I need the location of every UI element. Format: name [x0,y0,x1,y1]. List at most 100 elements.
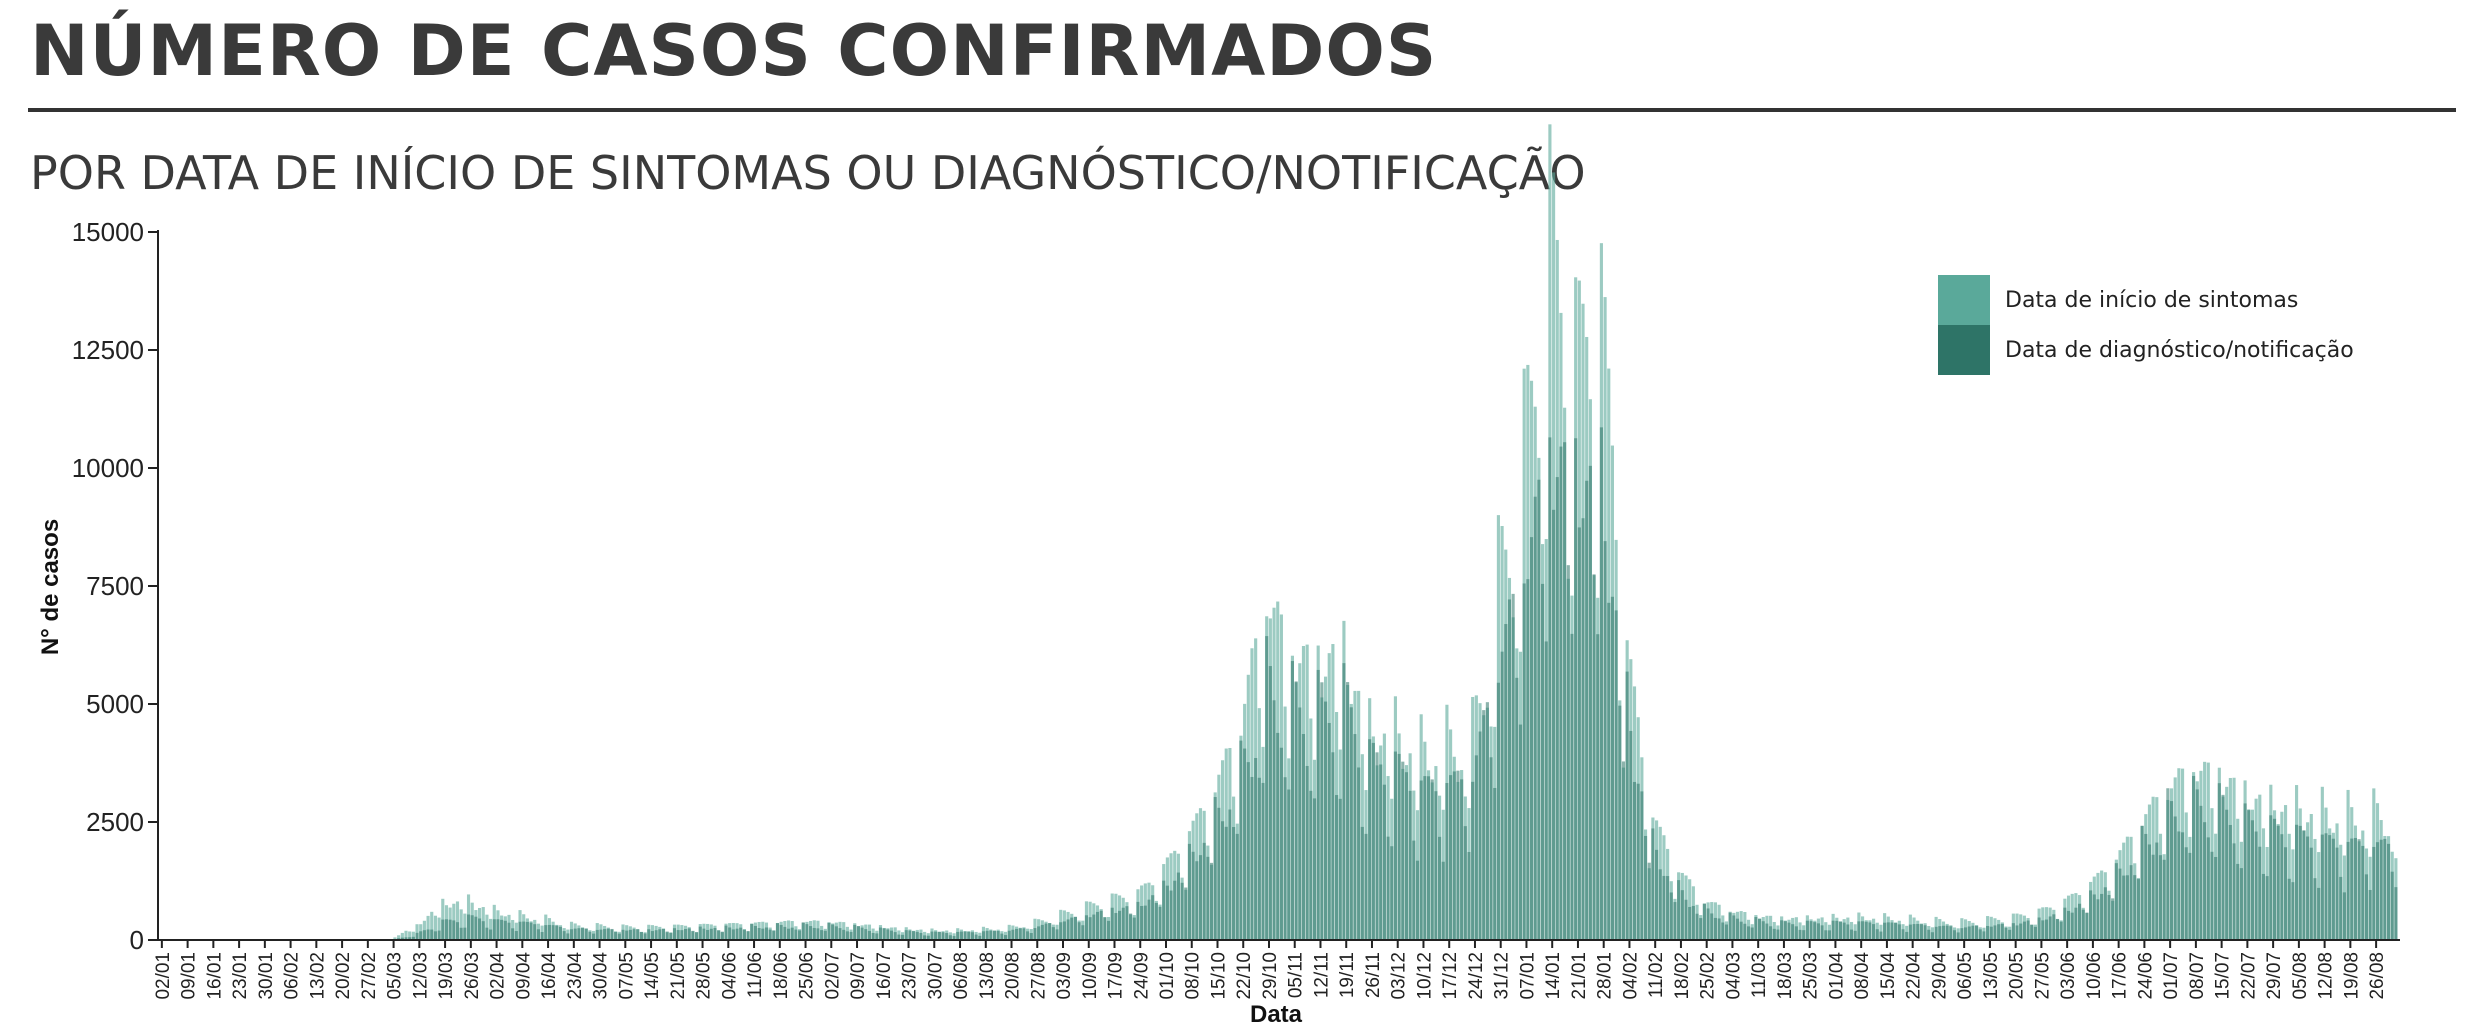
diagnostico-bar [584,928,588,940]
x-tick-label: 25/03 [1801,952,1822,1000]
y-tick-label: 7500 [86,571,144,601]
diagnostico-bar [2298,825,2302,940]
diagnostico-bar [1419,780,1423,940]
diagnostico-bar [1327,722,1331,940]
diagnostico-bar [1309,790,1313,940]
diagnostico-bar [889,930,894,940]
diagnostico-bar [698,926,702,940]
diagnostico-bar [1706,908,1710,940]
diagnostico-bar [1195,861,1199,940]
x-tick-label: 03/09 [1054,952,1075,1000]
diagnostico-bar [1680,890,1684,940]
diagnostico-bar [1496,682,1500,940]
x-tick-label: 23/04 [565,952,586,1000]
x-tick-label: 07/05 [616,952,637,1000]
diagnostico-bar [831,924,835,940]
diagnostico-bar [1092,914,1096,940]
diagnostico-bar [1905,931,1909,940]
diagnostico-bar [1522,583,1526,940]
diagnostico-bar [1489,757,1493,940]
diagnostico-bar [1471,781,1475,940]
y-tick-label: 15000 [72,217,144,247]
diagnostico-bar [1426,776,1431,940]
diagnostico-bar [1952,930,1957,940]
diagnostico-bar [1272,700,1276,940]
diagnostico-bar [1482,710,1486,940]
diagnostico-bar [952,936,956,940]
diagnostico-bar [1555,477,1559,940]
diagnostico-bar [1007,930,1011,940]
diagnostico-bar [2361,845,2365,940]
diagnostico-bar [2180,832,2185,940]
diagnostico-bar [1265,636,1269,940]
diagnostico-bar [1353,734,1357,940]
diagnostico-bar [827,922,831,940]
diagnostico-bar [2247,810,2251,940]
legend-swatch-diagnostico [1938,325,1990,375]
diagnostico-bar [496,919,500,940]
diagnostico-bar [1397,753,1401,940]
diagnostico-bar [1533,496,1537,940]
diagnostico-bar [1802,930,1806,940]
diagnostico-bar [1106,920,1111,940]
diagnostico-bar [1393,751,1397,940]
y-tick-label: 10000 [72,453,144,483]
x-tick-label: 18/06 [771,952,792,1000]
diagnostico-bar [1809,921,1813,940]
diagnostico-bar [1323,701,1328,940]
diagnostico-bar [2114,863,2118,940]
x-tick-label: 17/09 [1106,952,1127,1000]
diagnostico-bar [444,919,449,940]
x-tick-label: 25/02 [1698,952,1719,1000]
diagnostico-bar [2276,825,2280,940]
diagnostico-bar [1368,739,1372,940]
diagnostico-bar [2166,788,2170,940]
diagnostico-bar [2000,923,2004,940]
diagnostico-bar [915,931,919,940]
diagnostico-bar [1787,922,1791,940]
diagnostico-bar [945,933,949,940]
x-tick-label: 14/05 [642,952,663,1000]
diagnostico-bar [937,931,941,940]
diagnostico-bar [1754,917,1758,940]
diagnostico-bar [1599,427,1603,940]
x-tick-label: 18/03 [1775,952,1796,1000]
diagnostico-bar [713,927,717,940]
x-tick-label: 18/02 [1672,952,1693,1000]
diagnostico-bar [801,922,805,940]
diagnostico-bar [875,933,879,940]
diagnostico-bar [474,916,478,940]
diagnostico-bar [893,932,897,940]
diagnostico-bar [1982,931,1986,940]
diagnostico-bar [650,931,654,940]
diagnostico-bar [834,926,838,940]
diagnostico-bar [1853,930,1857,940]
diagnostico-bar [2386,843,2391,940]
diagnostico-bar [544,925,548,940]
diagnostico-bar [838,928,842,940]
chart-legend: Data de início de sintomas Data de diagn… [1938,275,2354,375]
diagnostico-bar [1769,926,1773,940]
x-tick-label: 23/07 [900,952,921,1000]
diagnostico-bar [989,930,993,940]
diagnostico-bar [2203,822,2207,940]
diagnostico-bar [1544,641,1548,940]
diagnostico-bar [1835,920,1839,940]
x-tick-label: 24/06 [2135,952,2156,1000]
diagnostico-bar [1610,596,1614,940]
diagnostico-bar [1614,610,1618,940]
diagnostico-bar [2372,846,2376,940]
y-tick-label: 2500 [86,807,144,837]
diagnostico-bar [1518,724,1523,940]
diagnostico-bar [1655,849,1659,940]
sintomas-bar [400,932,404,940]
diagnostico-bar [709,928,713,940]
diagnostico-bar [757,928,761,940]
sintomas-bar [404,930,408,940]
diagnostico-bar [1114,913,1118,940]
sintomas-bar [433,915,437,940]
diagnostico-bar [1084,915,1089,940]
diagnostico-bar [934,931,938,940]
diagnostico-bar [1798,929,1802,940]
x-tick-label: 02/04 [488,952,509,1000]
